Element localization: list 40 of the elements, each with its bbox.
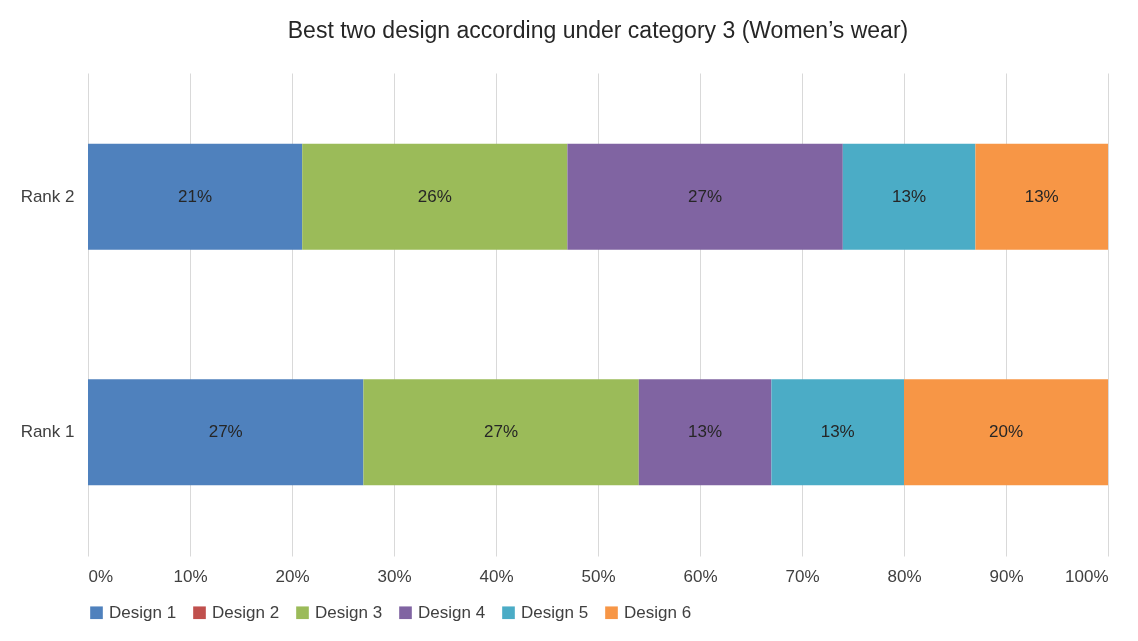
x-tick-label: 80% [887, 566, 922, 586]
x-tick-label: 30% [377, 566, 412, 586]
x-tick-label: 90% [989, 566, 1024, 586]
data-label: 20% [988, 422, 1024, 442]
legend-label: Design 3 [315, 602, 383, 622]
data-label: 13% [892, 186, 927, 206]
bar [638, 379, 772, 486]
data-label: 27% [484, 422, 519, 442]
legend-label: Design 4 [418, 602, 486, 622]
x-tick-label: 20% [275, 566, 310, 586]
legend-label: Design 2 [212, 602, 280, 622]
x-tick-label: 10% [173, 566, 208, 586]
y-tick-label: Rank 2 [20, 186, 75, 206]
data-label: 13% [1024, 186, 1059, 206]
legend-label: Design 6 [624, 602, 692, 622]
bar [842, 143, 976, 250]
x-tick-label: 50% [581, 566, 616, 586]
data-label: 27% [688, 186, 723, 206]
legend-label: Design 1 [109, 602, 177, 622]
bar [904, 379, 1108, 486]
x-tick-label: 100% [1065, 566, 1109, 586]
data-label: 13% [820, 422, 855, 442]
y-tick-label: Rank 1 [20, 422, 75, 442]
bar [771, 379, 904, 486]
x-tick-label: 70% [785, 566, 820, 586]
bar [975, 143, 1108, 250]
data-label: 21% [178, 186, 213, 206]
x-tick-label: 60% [683, 566, 718, 586]
bar [302, 143, 568, 250]
x-tick-label: 0% [88, 566, 114, 586]
bar [567, 143, 843, 250]
data-label: 13% [688, 422, 723, 442]
legend-label: Design 5 [521, 602, 589, 622]
bar [88, 379, 364, 486]
x-tick-label: 40% [479, 566, 514, 586]
bar [88, 143, 303, 250]
bar [363, 379, 639, 486]
data-label: 26% [417, 186, 452, 206]
data-label: 27% [208, 422, 243, 442]
chart-title: Best two design according under category 3 (Women’s wear) [287, 17, 909, 43]
